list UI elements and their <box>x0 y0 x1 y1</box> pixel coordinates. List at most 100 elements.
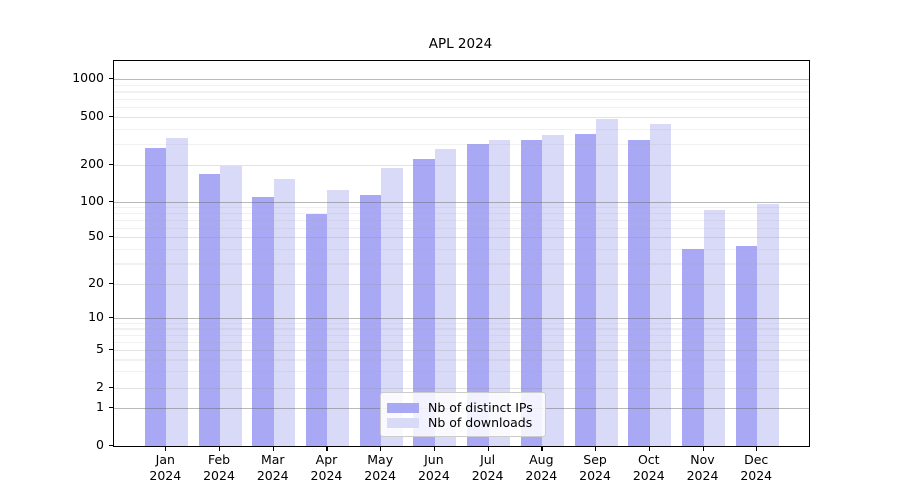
gridline-30 <box>114 263 809 265</box>
x-axis-tick-label-jul: Jul 2024 <box>471 452 504 483</box>
y-axis-tick-label-50: 50 <box>88 228 104 243</box>
bar-ips-jul <box>467 143 489 446</box>
gridline-1000 <box>114 79 809 81</box>
y-axis-tick-mark-20 <box>108 283 113 285</box>
legend-label-distinct-ips: Nb of distinct IPs <box>428 400 533 415</box>
bar-ips-mar <box>252 196 274 446</box>
y-axis-tick-mark-200 <box>108 164 113 166</box>
gridline-6 <box>114 341 809 343</box>
x-axis-tick-label-feb: Feb 2024 <box>203 452 235 483</box>
bar-ips-nov <box>682 248 704 446</box>
gridline-20 <box>114 284 809 286</box>
legend-entry-downloads: Nb of downloads <box>387 415 537 430</box>
x-axis-tick-mark-feb <box>219 446 221 451</box>
y-axis-tick-mark-500 <box>108 116 113 118</box>
x-axis-tick-label-nov: Nov 2024 <box>686 452 719 483</box>
bar-downloads-jan <box>166 137 188 446</box>
gridline-400 <box>114 128 809 130</box>
x-axis-tick-label-jun: Jun 2024 <box>417 452 450 483</box>
x-axis-tick-mark-mar <box>272 446 274 451</box>
gridline-50 <box>114 237 809 239</box>
gridline-900 <box>114 85 809 87</box>
legend-label-downloads: Nb of downloads <box>428 415 533 430</box>
bar-downloads-apr <box>327 189 349 446</box>
x-axis-tick-mark-sep <box>595 446 597 451</box>
gridline-700 <box>114 98 809 100</box>
y-axis-tick-label-1: 1 <box>96 399 104 415</box>
gridline-300 <box>114 143 809 146</box>
y-axis-tick-label-2: 2 <box>96 378 104 394</box>
bar-ips-aug <box>520 140 543 446</box>
x-axis-tick-mark-jan <box>165 446 167 451</box>
bar-downloads-dec <box>757 204 779 446</box>
y-axis-tick-label-0: 0 <box>96 437 104 452</box>
y-axis-tick-mark-1000 <box>108 78 113 80</box>
y-axis-tick-mark-10 <box>108 317 113 319</box>
bar-ips-may <box>359 195 382 446</box>
y-axis-tick-mark-50 <box>108 236 113 238</box>
x-axis-tick-mark-may <box>380 446 382 451</box>
bar-ips-feb <box>198 173 221 446</box>
x-axis-tick-label-sep: Sep 2024 <box>579 452 611 483</box>
y-axis-tick-label-1000: 1000 <box>72 70 104 86</box>
y-axis-tick-mark-0 <box>108 445 113 447</box>
gridline-8 <box>114 328 809 330</box>
bar-downloads-jul <box>488 139 511 446</box>
x-axis-tick-mark-jun <box>433 446 436 451</box>
gridline-90 <box>114 206 809 209</box>
x-axis-tick-label-dec: Dec 2024 <box>740 452 773 483</box>
gridline-100 <box>114 201 809 203</box>
legend-swatch-distinct-ips <box>387 402 419 413</box>
bar-downloads-may <box>381 168 403 446</box>
y-axis-tick-label-100: 100 <box>80 192 104 208</box>
gridline-200 <box>114 165 809 167</box>
x-axis-tick-mark-apr <box>326 446 328 451</box>
gridline-5 <box>114 350 809 352</box>
gridline-800 <box>114 91 809 93</box>
bar-downloads-mar <box>273 178 296 446</box>
y-axis-tick-mark-5 <box>108 349 113 351</box>
gridline-60 <box>114 227 809 229</box>
x-axis-tick-mark-jul <box>487 446 489 451</box>
y-axis-tick-label-20: 20 <box>88 275 104 291</box>
bar-downloads-aug <box>542 135 564 446</box>
x-axis-tick-mark-aug <box>541 446 543 451</box>
y-axis-tick-label-10: 10 <box>88 309 104 324</box>
x-axis-tick-label-oct: Oct 2024 <box>632 452 665 483</box>
y-axis-tick-mark-1 <box>108 407 113 409</box>
bar-downloads-jun <box>434 149 457 446</box>
gridline-600 <box>114 107 809 109</box>
bar-ips-jan <box>144 147 167 446</box>
bar-ips-dec <box>735 246 758 446</box>
gridline-3 <box>114 371 809 373</box>
gridline-80 <box>114 212 809 215</box>
y-axis-tick-label-200: 200 <box>80 156 104 172</box>
bar-ips-apr <box>305 213 328 446</box>
bar-downloads-nov <box>703 209 725 446</box>
bar-ips-oct <box>628 139 650 446</box>
plot-area <box>113 60 810 447</box>
gridline-500 <box>114 117 809 119</box>
legend-swatch-downloads <box>387 417 419 428</box>
x-axis-tick-label-mar: Mar 2024 <box>256 452 289 483</box>
legend: Nb of distinct IPs Nb of downloads <box>380 392 546 437</box>
legend-entry-distinct-ips: Nb of distinct IPs <box>387 400 537 415</box>
gridline-2 <box>114 387 809 389</box>
gridline-40 <box>114 248 809 250</box>
x-axis-tick-label-aug: Aug 2024 <box>525 452 558 483</box>
gridline-7 <box>114 334 809 336</box>
x-axis-tick-mark-nov <box>702 446 704 451</box>
bar-downloads-feb <box>220 166 242 446</box>
x-axis-tick-label-jan: Jan 2024 <box>149 452 182 483</box>
x-axis-tick-mark-oct <box>648 446 650 451</box>
gridline-10 <box>114 318 809 320</box>
y-axis-tick-mark-100 <box>108 200 113 202</box>
bar-ips-sep <box>574 133 597 446</box>
gridline-4 <box>114 359 809 361</box>
x-axis-tick-mark-dec <box>756 446 758 451</box>
x-axis-tick-label-may: May 2024 <box>364 452 397 483</box>
y-axis-tick-label-5: 5 <box>96 341 104 357</box>
gridline-9 <box>114 322 809 325</box>
chart-title: APL 2024 <box>428 36 493 52</box>
